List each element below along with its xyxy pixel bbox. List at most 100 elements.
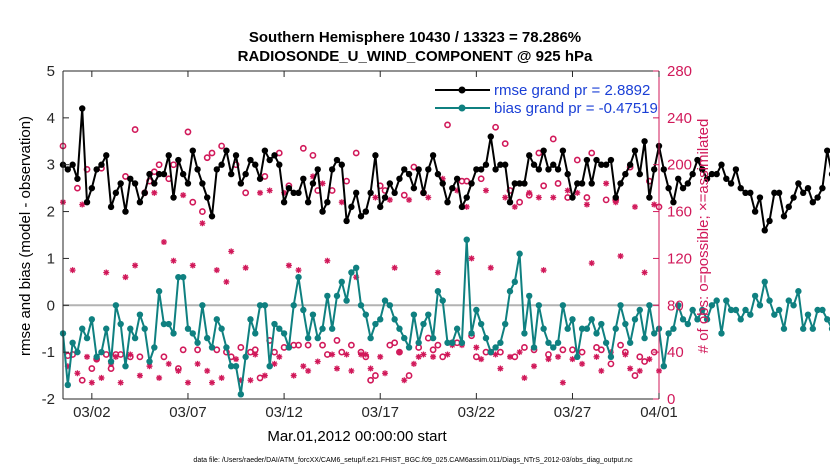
rmse-point bbox=[824, 147, 830, 154]
obs-possible-marker bbox=[319, 341, 326, 349]
bias-point bbox=[732, 306, 740, 314]
obs-assimilated-marker bbox=[631, 203, 638, 210]
bias-point bbox=[276, 325, 283, 332]
rmse-point bbox=[550, 161, 557, 168]
obs-assimilated-marker bbox=[507, 353, 513, 360]
obs-possible-marker bbox=[295, 341, 302, 349]
obs-assimilated-marker bbox=[531, 363, 538, 370]
rmse-point bbox=[578, 180, 586, 187]
obs-assimilated-marker bbox=[233, 356, 240, 363]
rmse-point bbox=[170, 194, 177, 201]
rmse-point bbox=[742, 189, 749, 197]
bias-point bbox=[213, 316, 221, 323]
rmse-point bbox=[425, 166, 432, 173]
rmse-point bbox=[521, 180, 528, 187]
rmse-point bbox=[93, 166, 100, 173]
obs-possible-marker bbox=[597, 346, 605, 354]
rmse-point bbox=[694, 156, 701, 164]
obs-assimilated-marker bbox=[564, 187, 571, 194]
obs-possible-marker bbox=[338, 348, 346, 356]
rmse-point bbox=[540, 147, 547, 154]
bias-point bbox=[540, 325, 547, 332]
bias-point bbox=[165, 320, 172, 328]
rmse-point bbox=[247, 156, 254, 164]
rmse-point bbox=[612, 194, 619, 201]
obs-assimilated-marker bbox=[362, 351, 369, 358]
bias-point bbox=[184, 325, 192, 332]
bias-point bbox=[583, 325, 591, 332]
rmse-point bbox=[64, 166, 72, 173]
obs-assimilated-marker bbox=[526, 189, 533, 196]
obs-assimilated-marker bbox=[612, 199, 619, 206]
rmse-point bbox=[396, 175, 403, 182]
obs-possible-marker bbox=[492, 123, 499, 131]
bias-point bbox=[386, 302, 394, 309]
obs-assimilated-marker bbox=[555, 353, 562, 360]
obs-assimilated-marker bbox=[559, 379, 566, 386]
obs-possible-marker bbox=[367, 376, 375, 384]
obs-assimilated-marker bbox=[136, 372, 143, 379]
bias-point bbox=[203, 334, 211, 342]
obs-possible-marker bbox=[352, 149, 360, 157]
obs-assimilated-marker bbox=[261, 372, 268, 379]
bias-point bbox=[751, 292, 759, 300]
obs-possible-marker bbox=[549, 135, 557, 143]
obs-assimilated-marker bbox=[646, 356, 653, 363]
rmse-point bbox=[333, 156, 341, 164]
bias-point bbox=[256, 302, 264, 309]
rmse-point bbox=[453, 175, 461, 182]
bias-point bbox=[727, 306, 735, 314]
bias-point bbox=[511, 278, 519, 286]
bias-point bbox=[261, 302, 269, 309]
rmse-point bbox=[670, 199, 677, 206]
bias-point bbox=[415, 339, 422, 346]
bias-point bbox=[569, 316, 576, 323]
rmse-point bbox=[309, 180, 317, 187]
rmse-point bbox=[751, 208, 759, 215]
obs-possible-marker bbox=[69, 351, 77, 358]
obs-possible-marker bbox=[160, 353, 168, 361]
bias-point bbox=[405, 344, 413, 351]
obs-assimilated-marker bbox=[540, 267, 547, 274]
x-tick-label: 03/12 bbox=[265, 404, 303, 421]
rmse-point bbox=[189, 147, 196, 154]
bias-point bbox=[497, 339, 504, 346]
obs-assimilated-marker bbox=[151, 189, 158, 196]
obs-assimilated-marker bbox=[372, 194, 379, 201]
obs-possible-marker bbox=[237, 344, 245, 351]
obs-assimilated-marker bbox=[492, 351, 499, 358]
rmse-point bbox=[809, 199, 817, 206]
obs-possible-marker bbox=[333, 337, 341, 344]
obs-assimilated-marker bbox=[415, 353, 422, 360]
bias-point bbox=[790, 302, 797, 309]
obs-assimilated-marker bbox=[487, 264, 494, 271]
bias-point bbox=[93, 353, 100, 361]
obs-assimilated-marker bbox=[636, 367, 643, 374]
rmse-point bbox=[83, 199, 91, 206]
bias-point bbox=[761, 278, 768, 286]
obs-possible-marker bbox=[496, 348, 504, 356]
bias-point bbox=[564, 325, 571, 332]
rmse-point bbox=[713, 170, 720, 178]
rmse-point bbox=[290, 189, 297, 197]
rmse-point bbox=[602, 161, 610, 168]
bias-point bbox=[814, 306, 821, 314]
rmse-point bbox=[377, 203, 384, 211]
rmse-point bbox=[708, 170, 716, 178]
obs-possible-marker bbox=[583, 194, 591, 201]
rmse-point bbox=[477, 166, 485, 173]
obs-assimilated-marker bbox=[410, 360, 417, 367]
bias-point bbox=[425, 311, 432, 318]
obs-assimilated-marker bbox=[521, 374, 528, 381]
obs-possible-marker bbox=[155, 161, 163, 169]
bias-point bbox=[439, 297, 446, 304]
obs-assimilated-marker bbox=[516, 349, 523, 356]
bias-point bbox=[103, 325, 110, 332]
obs-possible-marker bbox=[444, 121, 451, 129]
obs-possible-marker bbox=[74, 184, 81, 192]
bias-point bbox=[574, 353, 581, 361]
rmse-point bbox=[790, 194, 797, 201]
rmse-point bbox=[516, 180, 523, 187]
obs-possible-marker bbox=[554, 180, 562, 187]
